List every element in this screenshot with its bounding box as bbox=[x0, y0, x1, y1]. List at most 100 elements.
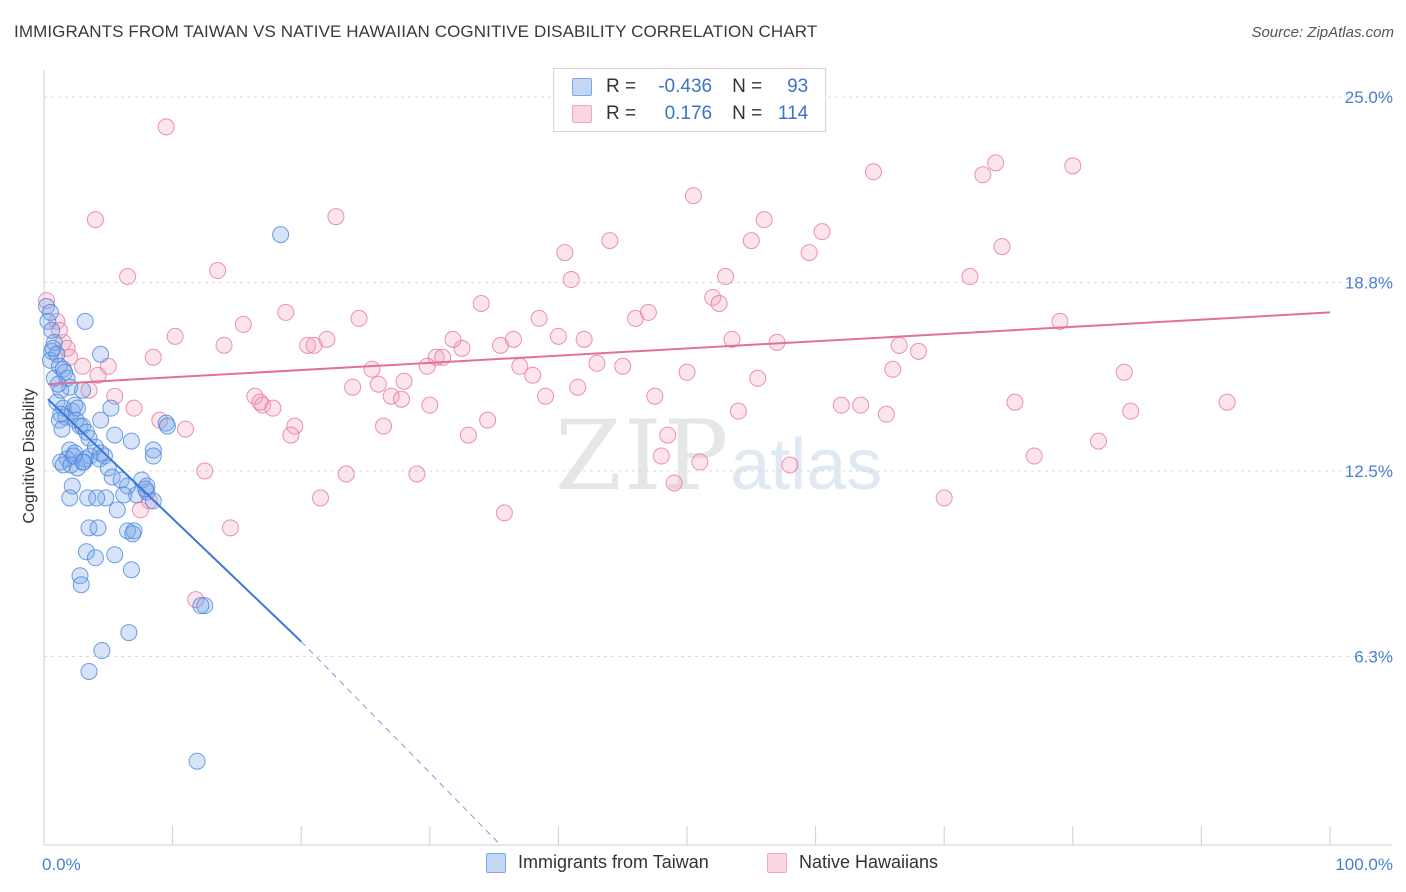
hawaiian-point bbox=[1115, 363, 1133, 381]
taiwan-point bbox=[196, 597, 214, 615]
tick-labels: 6.3% 12.5% 18.8% 25.0% 0.0% 100.0% bbox=[42, 88, 1393, 874]
taiwan-point bbox=[188, 752, 206, 770]
hawaiian-point bbox=[813, 223, 831, 241]
hawaiian-point bbox=[639, 303, 657, 321]
hawaiian-point bbox=[1122, 402, 1140, 420]
y-tick-label: 18.8% bbox=[1345, 274, 1393, 293]
taiwan-point bbox=[137, 480, 155, 498]
legend-row-taiwan: R = -0.436 N = 93 bbox=[572, 74, 808, 100]
taiwan-point bbox=[92, 345, 110, 363]
hawaiian-point bbox=[974, 166, 992, 184]
hawaiian-point bbox=[157, 118, 175, 136]
legend-swatch-pink bbox=[572, 105, 592, 123]
hawaiian-point bbox=[479, 411, 497, 429]
hawaiian-point bbox=[144, 348, 162, 366]
taiwan-point bbox=[106, 546, 124, 564]
legend-r-label: R = bbox=[606, 76, 637, 97]
hawaiian-point bbox=[717, 268, 735, 286]
taiwan-point bbox=[88, 489, 106, 507]
taiwan-point bbox=[89, 519, 107, 537]
taiwan-points bbox=[38, 226, 290, 770]
legend-n-value: 114 bbox=[777, 103, 809, 124]
hawaiian-point bbox=[678, 363, 696, 381]
hawaiian-point bbox=[459, 426, 477, 444]
hawaiian-point bbox=[215, 336, 233, 354]
hawaiian-point bbox=[1051, 312, 1069, 330]
hawaiian-point bbox=[1025, 447, 1043, 465]
hawaiian-point bbox=[562, 271, 580, 289]
hawaiian-point bbox=[710, 294, 728, 312]
hawaiian-point bbox=[884, 360, 902, 378]
hawaiian-point bbox=[393, 390, 411, 408]
taiwan-point bbox=[119, 522, 137, 540]
bottom-legend-swatch-pink bbox=[767, 852, 787, 873]
hawaiian-point bbox=[852, 396, 870, 414]
hawaiian-point bbox=[614, 357, 632, 375]
taiwan-point bbox=[192, 597, 210, 615]
watermark-atlas: atlas bbox=[730, 425, 883, 505]
hawaiian-point bbox=[395, 372, 413, 390]
hawaiian-point bbox=[254, 396, 272, 414]
hawaiian-point bbox=[549, 327, 567, 345]
hawaiian-point bbox=[504, 330, 522, 348]
hawaiian-point bbox=[234, 315, 252, 333]
hawaiian-point bbox=[961, 268, 979, 286]
hawaiian-point bbox=[382, 387, 400, 405]
y-tick-label: 25.0% bbox=[1345, 88, 1393, 107]
hawaiian-point bbox=[453, 339, 471, 357]
hawaiian-point bbox=[659, 426, 677, 444]
x-tick-label-max: 100.0% bbox=[1335, 855, 1393, 874]
bottom-legend-label-taiwan: Immigrants from Taiwan bbox=[518, 852, 709, 872]
taiwan-point bbox=[41, 303, 59, 321]
hawaiian-point bbox=[327, 208, 345, 226]
hawaiian-point bbox=[444, 330, 462, 348]
legend-n-label: N = bbox=[732, 103, 763, 124]
y-axis-label: Cognitive Disability bbox=[21, 388, 38, 523]
taiwan-point bbox=[65, 447, 83, 465]
hawaiian-point bbox=[350, 309, 368, 327]
hawaiian-point bbox=[530, 309, 548, 327]
taiwan-point bbox=[158, 417, 176, 435]
hawaiian-point bbox=[704, 288, 722, 306]
hawaiian-point bbox=[524, 366, 542, 384]
taiwan-point bbox=[75, 453, 93, 471]
hawaiian-point bbox=[125, 399, 143, 417]
hawaiian-point bbox=[1064, 157, 1082, 175]
taiwan-point bbox=[102, 399, 120, 417]
hawaiian-point bbox=[209, 262, 227, 280]
taiwan-point bbox=[112, 471, 130, 489]
hawaiian-point bbox=[537, 387, 555, 405]
x-tick-label-min: 0.0% bbox=[42, 855, 81, 874]
watermark: ZIPatlas bbox=[555, 400, 882, 512]
taiwan-point bbox=[108, 501, 126, 519]
hawaiian-point bbox=[1006, 393, 1024, 411]
bottom-legend-label-hawaiian: Native Hawaiians bbox=[799, 852, 939, 872]
bottom-legend-taiwan: Immigrants from Taiwan bbox=[486, 852, 709, 873]
hawaiian-point bbox=[909, 342, 927, 360]
hawaiian-point bbox=[749, 369, 767, 387]
taiwan-point bbox=[103, 468, 121, 486]
hawaiian-point bbox=[556, 244, 574, 262]
gridlines bbox=[44, 96, 1392, 658]
hawaiian-point bbox=[665, 474, 683, 492]
hawaiian-point bbox=[601, 232, 619, 250]
taiwan-point bbox=[99, 459, 117, 477]
hawaiian-point bbox=[646, 387, 664, 405]
hawaiian-point bbox=[890, 336, 908, 354]
hawaiian-point bbox=[86, 211, 104, 229]
hawaiian-point bbox=[691, 453, 709, 471]
hawaiian-point bbox=[337, 465, 355, 483]
watermark-zip: ZIP bbox=[555, 400, 731, 512]
taiwan-point bbox=[122, 432, 140, 450]
y-tick-label: 6.3% bbox=[1354, 648, 1393, 667]
hawaiian-point bbox=[299, 336, 317, 354]
hawaiian-point bbox=[987, 154, 1005, 172]
hawaiian-point bbox=[472, 294, 490, 312]
hawaiian-point bbox=[684, 187, 702, 205]
hawaiian-point bbox=[723, 330, 741, 348]
hawaiian-point bbox=[286, 417, 304, 435]
hawaiian-point bbox=[832, 396, 850, 414]
hawaiian-point bbox=[264, 399, 282, 417]
trend-lines bbox=[47, 311, 1331, 846]
legend-n-label: N = bbox=[732, 76, 763, 97]
